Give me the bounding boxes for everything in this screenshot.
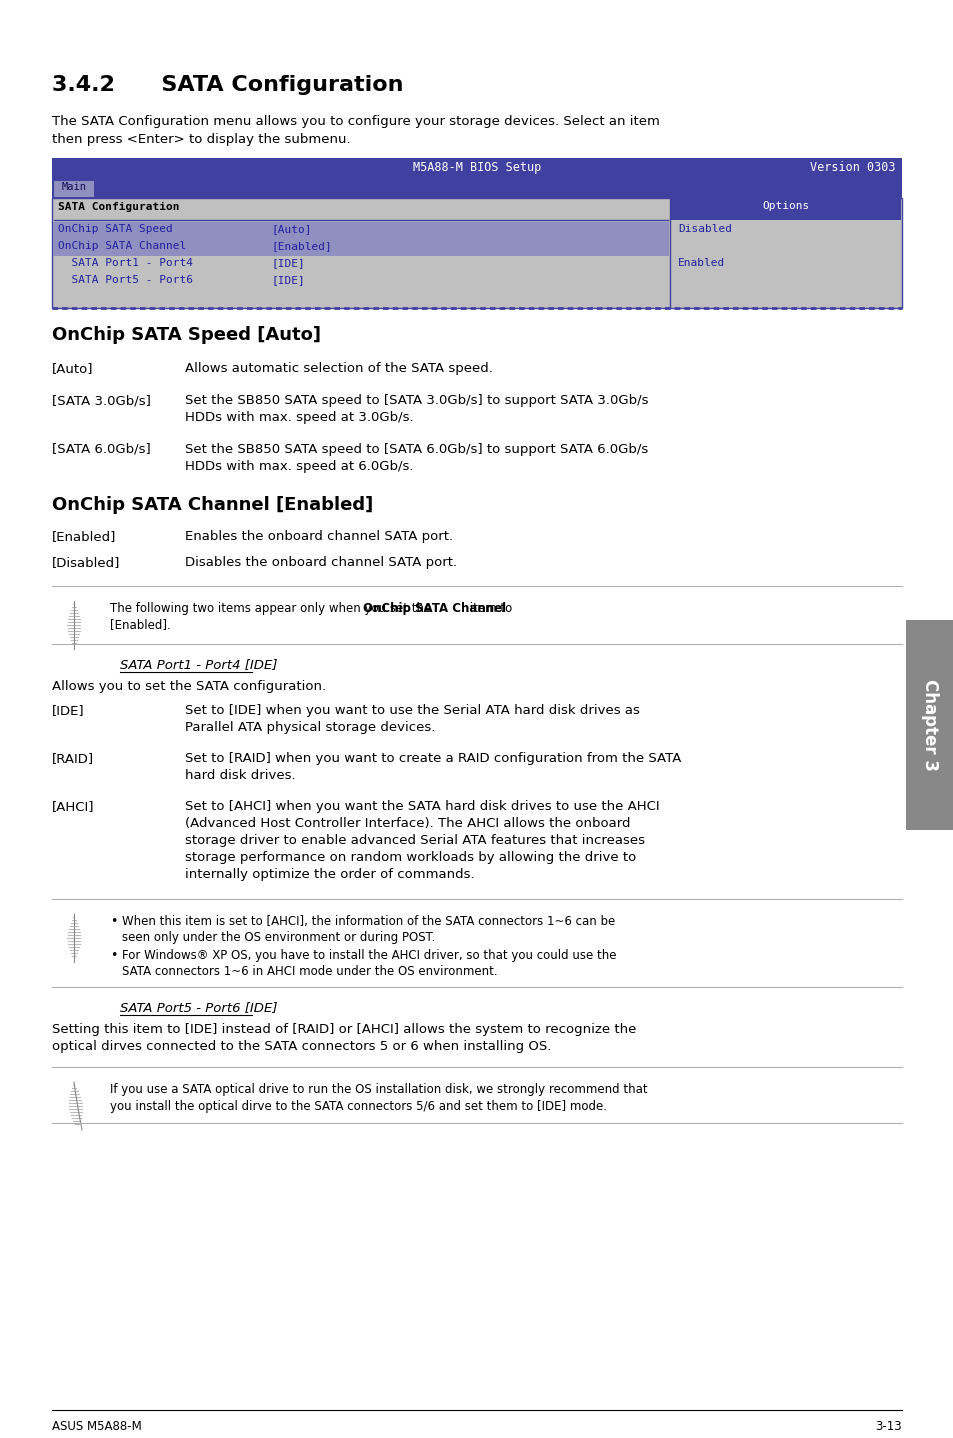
Text: 3-13: 3-13 <box>875 1419 901 1434</box>
Bar <box>52 198 901 308</box>
Text: OnChip SATA Channel: OnChip SATA Channel <box>58 242 186 252</box>
Text: [Auto]: [Auto] <box>52 362 93 375</box>
Text: OnChip SATA Speed [Auto]: OnChip SATA Speed [Auto] <box>52 326 320 344</box>
Text: The SATA Configuration menu allows you to configure your storage devices. Select: The SATA Configuration menu allows you t… <box>52 115 659 128</box>
Text: [AHCI]: [AHCI] <box>52 800 94 812</box>
Text: For Windows® XP OS, you have to install the AHCI driver, so that you could use t: For Windows® XP OS, you have to install … <box>122 949 616 962</box>
Text: SATA connectors 1~6 in AHCI mode under the OS environment.: SATA connectors 1~6 in AHCI mode under t… <box>122 965 497 978</box>
Text: Enabled: Enabled <box>678 257 724 267</box>
Text: hard disk drives.: hard disk drives. <box>185 769 295 782</box>
Text: [IDE]: [IDE] <box>52 705 85 718</box>
Text: When this item is set to [AHCI], the information of the SATA connectors 1~6 can : When this item is set to [AHCI], the inf… <box>122 915 615 928</box>
Text: storage performance on random workloads by allowing the drive to: storage performance on random workloads … <box>185 851 636 864</box>
Text: Options: Options <box>761 201 809 211</box>
Text: SATA Port5 - Port6 [IDE]: SATA Port5 - Port6 [IDE] <box>120 1001 277 1014</box>
Text: The following two items appear only when you set the: The following two items appear only when… <box>110 603 435 615</box>
Text: optical dirves connected to the SATA connectors 5 or 6 when installing OS.: optical dirves connected to the SATA con… <box>52 1040 551 1053</box>
Text: HDDs with max. speed at 6.0Gb/s.: HDDs with max. speed at 6.0Gb/s. <box>185 460 413 473</box>
Text: Set to [IDE] when you want to use the Serial ATA hard disk drives as: Set to [IDE] when you want to use the Se… <box>185 705 639 718</box>
Text: OnChip SATA Speed: OnChip SATA Speed <box>58 224 172 234</box>
Text: [Enabled]: [Enabled] <box>52 531 116 544</box>
Text: Parallel ATA physical storage devices.: Parallel ATA physical storage devices. <box>185 720 435 733</box>
Text: Main: Main <box>61 183 87 193</box>
Text: (Advanced Host Controller Interface). The AHCI allows the onboard: (Advanced Host Controller Interface). Th… <box>185 817 630 830</box>
Text: storage driver to enable advanced Serial ATA features that increases: storage driver to enable advanced Serial… <box>185 834 644 847</box>
Text: [IDE]: [IDE] <box>272 257 305 267</box>
Text: [SATA 3.0Gb/s]: [SATA 3.0Gb/s] <box>52 394 151 407</box>
Text: [Disabled]: [Disabled] <box>52 557 120 569</box>
Text: seen only under the OS environment or during POST.: seen only under the OS environment or du… <box>122 930 435 943</box>
Text: HDDs with max. speed at 3.0Gb/s.: HDDs with max. speed at 3.0Gb/s. <box>185 411 414 424</box>
Text: Version 0303: Version 0303 <box>810 161 895 174</box>
Text: OnChip SATA Channel [Enabled]: OnChip SATA Channel [Enabled] <box>52 496 373 513</box>
Text: If you use a SATA optical drive to run the OS installation disk, we strongly rec: If you use a SATA optical drive to run t… <box>110 1083 647 1096</box>
Text: Set to [AHCI] when you want the SATA hard disk drives to use the AHCI: Set to [AHCI] when you want the SATA har… <box>185 800 659 812</box>
Text: you install the optical dirve to the SATA connectors 5/6 and set them to [IDE] m: you install the optical dirve to the SAT… <box>110 1100 606 1113</box>
Text: Disables the onboard channel SATA port.: Disables the onboard channel SATA port. <box>185 557 456 569</box>
Text: Allows you to set the SATA configuration.: Allows you to set the SATA configuration… <box>52 680 326 693</box>
Bar <box>53 239 668 256</box>
Text: Set to [RAID] when you want to create a RAID configuration from the SATA: Set to [RAID] when you want to create a … <box>185 752 680 765</box>
Bar <box>54 181 94 197</box>
Text: [Auto]: [Auto] <box>272 224 313 234</box>
Text: [Enabled]: [Enabled] <box>272 242 333 252</box>
Text: [IDE]: [IDE] <box>272 275 305 285</box>
Text: Set the SB850 SATA speed to [SATA 3.0Gb/s] to support SATA 3.0Gb/s: Set the SB850 SATA speed to [SATA 3.0Gb/… <box>185 394 648 407</box>
Text: Disabled: Disabled <box>678 224 731 234</box>
Text: Setting this item to [IDE] instead of [RAID] or [AHCI] allows the system to reco: Setting this item to [IDE] instead of [R… <box>52 1022 636 1035</box>
Text: Allows automatic selection of the SATA speed.: Allows automatic selection of the SATA s… <box>185 362 493 375</box>
Text: M5A88-M BIOS Setup: M5A88-M BIOS Setup <box>413 161 540 174</box>
Text: ASUS M5A88-M: ASUS M5A88-M <box>52 1419 142 1434</box>
Text: SATA Port1 - Port4 [IDE]: SATA Port1 - Port4 [IDE] <box>120 659 277 672</box>
Text: [Enabled].: [Enabled]. <box>110 618 171 631</box>
Text: Enables the onboard channel SATA port.: Enables the onboard channel SATA port. <box>185 531 453 544</box>
Text: item to: item to <box>465 603 512 615</box>
Text: OnChip SATA Channel: OnChip SATA Channel <box>363 603 506 615</box>
Text: SATA Port1 - Port4: SATA Port1 - Port4 <box>58 257 193 267</box>
Text: SATA Configuration: SATA Configuration <box>58 201 179 211</box>
Text: SATA Port5 - Port6: SATA Port5 - Port6 <box>58 275 193 285</box>
Bar <box>670 198 900 220</box>
Text: then press <Enter> to display the submenu.: then press <Enter> to display the submen… <box>52 132 351 147</box>
Bar <box>52 158 901 180</box>
Text: Chapter 3: Chapter 3 <box>920 679 938 771</box>
Bar <box>53 221 668 239</box>
Text: •: • <box>110 915 117 928</box>
Bar <box>905 620 953 830</box>
Bar <box>52 180 901 198</box>
Text: internally optimize the order of commands.: internally optimize the order of command… <box>185 869 475 881</box>
Text: Set the SB850 SATA speed to [SATA 6.0Gb/s] to support SATA 6.0Gb/s: Set the SB850 SATA speed to [SATA 6.0Gb/… <box>185 443 648 456</box>
Text: •: • <box>110 949 117 962</box>
Text: [RAID]: [RAID] <box>52 752 94 765</box>
Text: [SATA 6.0Gb/s]: [SATA 6.0Gb/s] <box>52 443 151 456</box>
Text: 3.4.2      SATA Configuration: 3.4.2 SATA Configuration <box>52 75 403 95</box>
